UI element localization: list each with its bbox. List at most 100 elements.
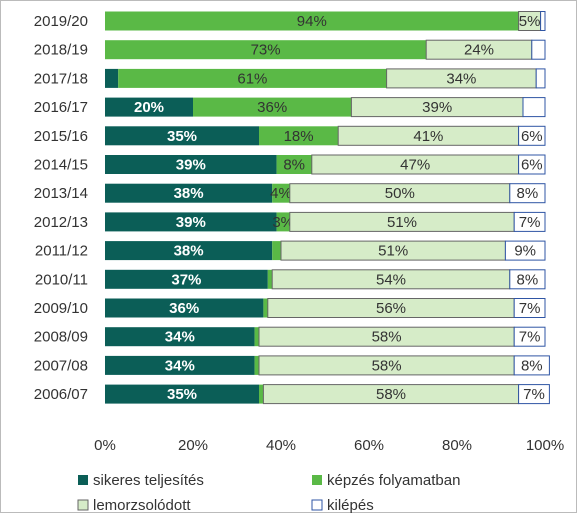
data-label: 8% bbox=[521, 357, 543, 374]
bar-segment bbox=[118, 68, 387, 88]
bar-segment bbox=[105, 269, 268, 289]
data-label: 38% bbox=[174, 243, 204, 260]
data-label: 34% bbox=[446, 70, 476, 87]
data-label: 3% bbox=[272, 214, 294, 231]
data-label: 36% bbox=[257, 99, 287, 116]
bar-segment bbox=[535, 68, 546, 89]
data-label: 56% bbox=[376, 300, 406, 317]
data-label: 7% bbox=[523, 386, 545, 403]
legend-swatch bbox=[78, 475, 88, 485]
data-label: 51% bbox=[387, 214, 417, 231]
data-label: 94% bbox=[297, 13, 327, 30]
data-label: 7% bbox=[519, 300, 541, 317]
data-label: 6% bbox=[521, 156, 543, 173]
bar-segment bbox=[276, 212, 290, 232]
data-label: 8% bbox=[517, 271, 539, 288]
bar-segment bbox=[105, 355, 255, 375]
bar-segment bbox=[105, 11, 519, 31]
y-tick-label: 2009/10 bbox=[34, 300, 88, 317]
data-label: 51% bbox=[378, 243, 408, 260]
bar-segment bbox=[105, 241, 273, 261]
data-label: 58% bbox=[372, 329, 402, 346]
data-label: 58% bbox=[376, 386, 406, 403]
data-label: 58% bbox=[372, 357, 402, 374]
bar-segment bbox=[267, 269, 273, 289]
data-label: 20% bbox=[134, 99, 164, 116]
y-tick-label: 2017/18 bbox=[34, 70, 88, 87]
bar-segment bbox=[259, 126, 339, 146]
data-label: 7% bbox=[519, 214, 541, 231]
legend-swatch bbox=[77, 499, 89, 511]
bar-segment bbox=[513, 211, 546, 232]
x-tick-label: 60% bbox=[354, 437, 384, 454]
bar-segment bbox=[193, 97, 352, 117]
x-tick-label: 40% bbox=[266, 437, 296, 454]
bar-segment bbox=[513, 355, 550, 376]
data-label: 41% bbox=[413, 128, 443, 145]
bar-segment bbox=[276, 155, 312, 174]
x-tick-label: 0% bbox=[94, 437, 116, 454]
data-label: 39% bbox=[422, 99, 452, 116]
bar-segment bbox=[105, 212, 277, 232]
x-tick-label: 100% bbox=[526, 437, 564, 454]
bar-segment bbox=[105, 40, 427, 60]
data-label: 73% bbox=[251, 42, 281, 59]
legend-label: képzés folyamatban bbox=[327, 472, 460, 489]
data-label: 8% bbox=[283, 156, 305, 173]
bar-segment bbox=[105, 327, 255, 347]
legend-label: lemorzsolódott bbox=[93, 497, 191, 514]
y-tick-label: 2008/09 bbox=[34, 329, 88, 346]
data-label: 24% bbox=[464, 42, 494, 59]
y-tick-label: 2007/08 bbox=[34, 357, 88, 374]
data-label: 7% bbox=[519, 329, 541, 346]
data-label: 5% bbox=[519, 13, 541, 30]
bar-segment bbox=[513, 326, 546, 347]
bar-segment bbox=[509, 269, 546, 290]
data-label: 39% bbox=[176, 156, 206, 173]
data-label: 38% bbox=[174, 185, 204, 202]
bar-segment bbox=[105, 155, 277, 174]
y-tick-label: 2014/15 bbox=[34, 156, 88, 173]
bar-segment bbox=[531, 39, 546, 60]
data-label: 6% bbox=[521, 128, 543, 145]
y-tick-label: 2013/14 bbox=[34, 185, 88, 202]
y-tick-label: 2015/16 bbox=[34, 128, 88, 145]
bar-segment bbox=[509, 183, 546, 204]
data-label: 50% bbox=[385, 185, 415, 202]
bar-segment bbox=[518, 154, 546, 175]
y-tick-label: 2019/20 bbox=[34, 13, 88, 30]
data-label: 8% bbox=[517, 185, 539, 202]
data-label: 18% bbox=[284, 128, 314, 145]
bar-segment bbox=[518, 384, 550, 405]
y-tick-label: 2016/17 bbox=[34, 99, 88, 116]
y-tick-label: 2010/11 bbox=[35, 271, 88, 288]
bar-segment bbox=[263, 298, 268, 318]
bar-segment bbox=[513, 298, 546, 318]
data-label: 35% bbox=[167, 128, 197, 145]
y-tick-label: 2011/12 bbox=[35, 243, 88, 260]
y-tick-label: 2018/19 bbox=[34, 42, 88, 59]
bar-segment bbox=[105, 97, 193, 117]
bar-segment bbox=[254, 327, 259, 347]
data-label: 47% bbox=[400, 156, 430, 173]
data-label: 39% bbox=[176, 214, 206, 231]
legend-swatch bbox=[311, 499, 323, 511]
data-label: 54% bbox=[376, 271, 406, 288]
data-label: 4% bbox=[270, 185, 292, 202]
legend-label: sikeres teljesítés bbox=[93, 472, 204, 489]
bar-segment bbox=[259, 384, 264, 404]
x-tick-label: 20% bbox=[178, 437, 208, 454]
legend-label: kilépés bbox=[327, 497, 374, 514]
bar-segment bbox=[540, 11, 546, 31]
bar-segment bbox=[105, 298, 264, 318]
bar-segment bbox=[105, 68, 119, 88]
data-label: 37% bbox=[171, 271, 201, 288]
data-label: 9% bbox=[514, 243, 536, 260]
data-label: 61% bbox=[237, 70, 267, 87]
bar-segment bbox=[272, 241, 281, 261]
bar-segment bbox=[504, 240, 546, 261]
data-label: 35% bbox=[167, 386, 197, 403]
y-tick-label: 2012/13 bbox=[34, 214, 88, 231]
bar-segment bbox=[105, 384, 259, 404]
